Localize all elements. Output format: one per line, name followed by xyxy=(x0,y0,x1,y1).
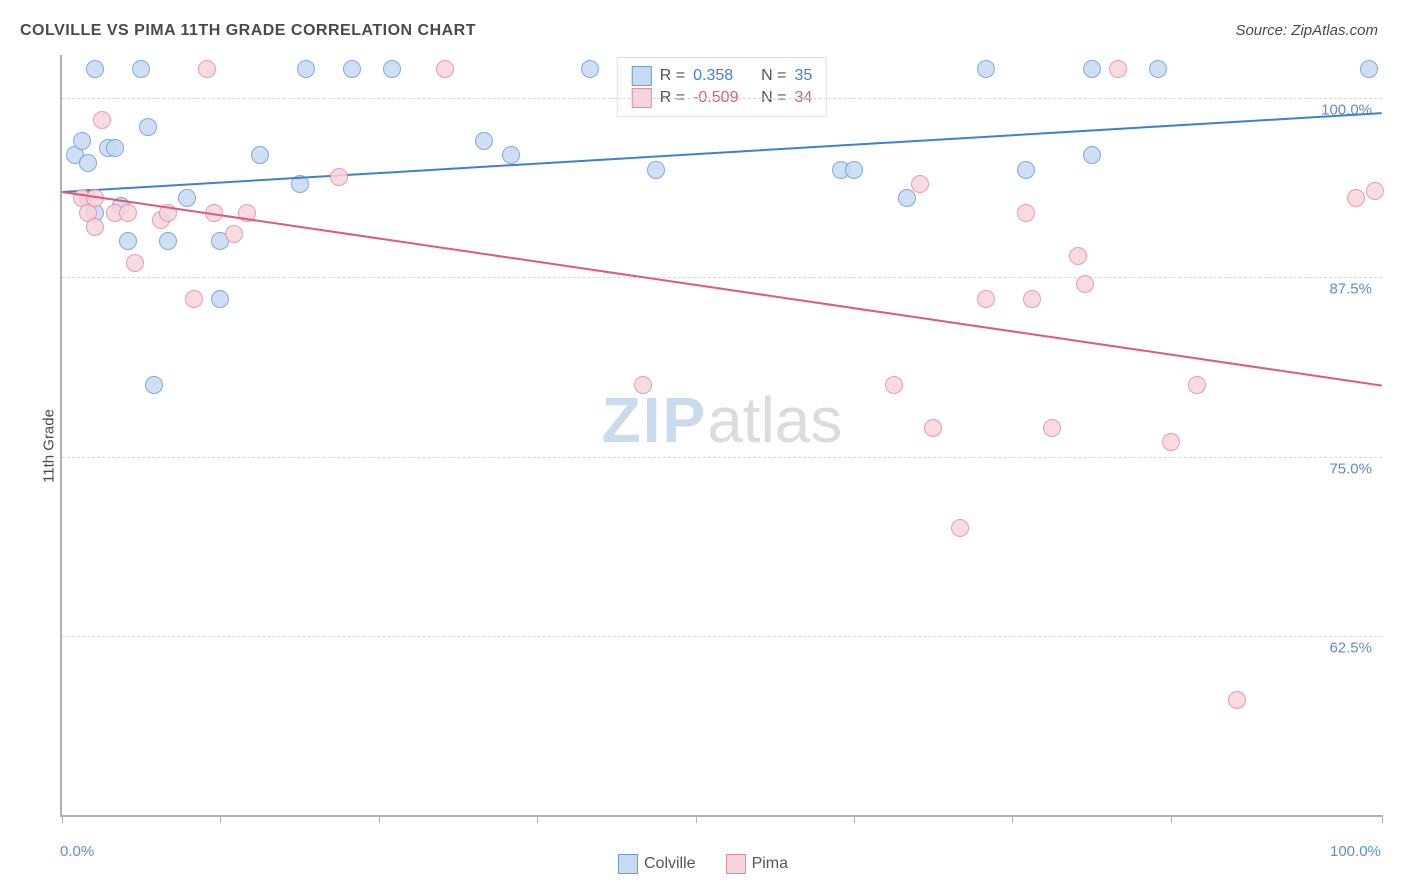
x-tick xyxy=(1171,815,1172,823)
x-tick-label: 0.0% xyxy=(60,843,94,860)
scatter-point xyxy=(977,60,995,78)
y-axis-label: 11th Grade xyxy=(40,409,57,483)
scatter-point xyxy=(924,419,942,437)
legend-swatch xyxy=(726,854,746,874)
scatter-point xyxy=(185,290,203,308)
scatter-point xyxy=(911,175,929,193)
scatter-point xyxy=(898,189,916,207)
legend-row: R = 0.358 N = 35 xyxy=(632,66,812,86)
scatter-point xyxy=(119,232,137,250)
legend-r-value: 0.358 xyxy=(693,67,753,85)
scatter-point xyxy=(436,60,454,78)
scatter-point xyxy=(343,60,361,78)
scatter-point xyxy=(119,204,137,222)
scatter-point xyxy=(132,60,150,78)
scatter-point xyxy=(139,118,157,136)
scatter-point xyxy=(502,146,520,164)
scatter-point xyxy=(1076,275,1094,293)
scatter-point xyxy=(475,132,493,150)
plot-area: ZIPatlas R =0.358N =35R =-0.509N =34 62.… xyxy=(60,55,1382,817)
x-tick xyxy=(220,815,221,823)
legend-swatch xyxy=(632,66,652,86)
scatter-point xyxy=(1360,60,1378,78)
x-tick-label: 100.0% xyxy=(1330,843,1381,860)
scatter-point xyxy=(330,168,348,186)
scatter-point xyxy=(1109,60,1127,78)
trend-line xyxy=(62,191,1382,387)
scatter-point xyxy=(145,376,163,394)
chart-container: COLVILLE VS PIMA 11TH GRADE CORRELATION … xyxy=(0,0,1406,892)
scatter-point xyxy=(73,132,91,150)
y-tick-label: 87.5% xyxy=(1329,281,1372,298)
scatter-point xyxy=(1017,161,1035,179)
legend-item: Colville xyxy=(618,854,696,874)
scatter-point xyxy=(581,60,599,78)
scatter-point xyxy=(1043,419,1061,437)
scatter-point xyxy=(845,161,863,179)
correlation-legend: R =0.358N =35R =-0.509N =34 xyxy=(617,57,827,117)
gridline xyxy=(62,277,1382,278)
gridline xyxy=(62,636,1382,637)
chart-source: Source: ZipAtlas.com xyxy=(1235,22,1378,39)
scatter-point xyxy=(79,154,97,172)
gridline xyxy=(62,457,1382,458)
scatter-point xyxy=(647,161,665,179)
gridline xyxy=(62,98,1382,99)
legend-n-value: 35 xyxy=(794,67,812,85)
scatter-point xyxy=(1188,376,1206,394)
scatter-point xyxy=(159,232,177,250)
x-tick xyxy=(1382,815,1383,823)
scatter-point xyxy=(1069,247,1087,265)
scatter-point xyxy=(126,254,144,272)
scatter-point xyxy=(383,60,401,78)
scatter-point xyxy=(251,146,269,164)
legend-r-label: R = xyxy=(660,67,685,85)
series-legend: Colville Pima xyxy=(618,854,788,874)
scatter-point xyxy=(86,60,104,78)
chart-title: COLVILLE VS PIMA 11TH GRADE CORRELATION … xyxy=(20,22,476,40)
scatter-point xyxy=(634,376,652,394)
x-tick xyxy=(854,815,855,823)
watermark-zip: ZIP xyxy=(602,384,708,456)
scatter-point xyxy=(1083,146,1101,164)
scatter-point xyxy=(885,376,903,394)
x-tick xyxy=(1012,815,1013,823)
scatter-point xyxy=(951,519,969,537)
x-tick xyxy=(696,815,697,823)
scatter-point xyxy=(297,60,315,78)
legend-swatch xyxy=(618,854,638,874)
scatter-point xyxy=(1228,691,1246,709)
legend-label: Colville xyxy=(644,855,696,873)
scatter-point xyxy=(1017,204,1035,222)
scatter-point xyxy=(106,139,124,157)
legend-label: Pima xyxy=(752,855,788,873)
scatter-point xyxy=(1149,60,1167,78)
scatter-point xyxy=(225,225,243,243)
x-tick xyxy=(379,815,380,823)
scatter-point xyxy=(178,189,196,207)
legend-item: Pima xyxy=(726,854,788,874)
scatter-point xyxy=(1162,433,1180,451)
y-tick-label: 62.5% xyxy=(1329,639,1372,656)
y-tick-label: 75.0% xyxy=(1329,460,1372,477)
scatter-point xyxy=(86,218,104,236)
watermark-atlas: atlas xyxy=(707,384,842,456)
scatter-point xyxy=(211,290,229,308)
x-tick xyxy=(537,815,538,823)
scatter-point xyxy=(1366,182,1384,200)
watermark: ZIPatlas xyxy=(602,383,843,457)
scatter-point xyxy=(198,60,216,78)
scatter-point xyxy=(93,111,111,129)
scatter-point xyxy=(1083,60,1101,78)
scatter-point xyxy=(1347,189,1365,207)
scatter-point xyxy=(1023,290,1041,308)
legend-n-label: N = xyxy=(761,67,786,85)
scatter-point xyxy=(977,290,995,308)
x-tick xyxy=(62,815,63,823)
